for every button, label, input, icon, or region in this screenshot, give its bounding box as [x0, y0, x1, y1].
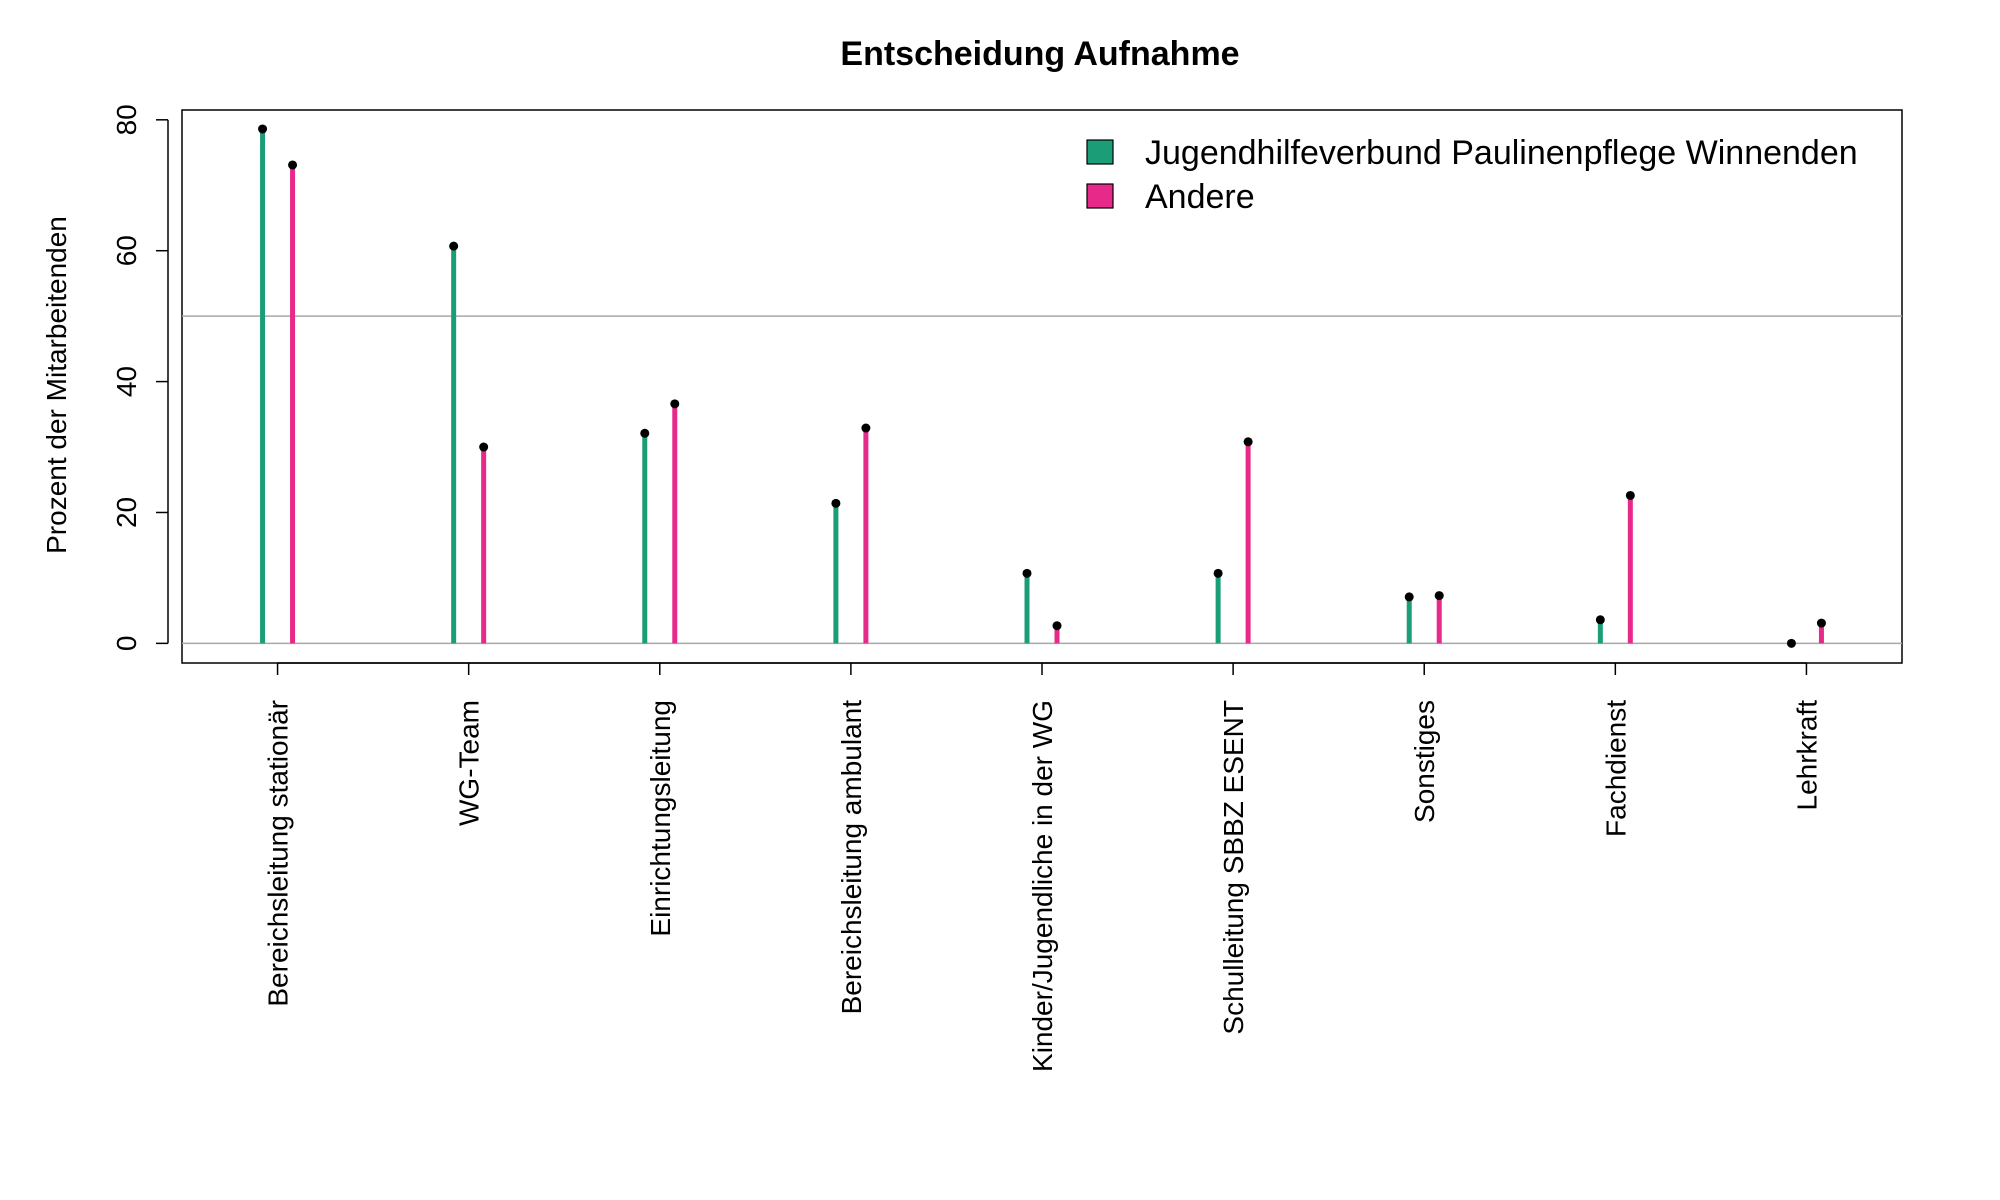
y-axis: 0 20 40 60 80 [111, 104, 169, 652]
legend-label-series-1: Jugendhilfeverbund Paulinenpflege Winnen… [1145, 134, 1858, 172]
x-tick-label: Lehrkraft [1791, 700, 1822, 811]
legend-swatch-series-2 [1086, 183, 1114, 209]
y-tick-label: 40 [111, 366, 142, 397]
point-series-2 [1625, 490, 1635, 500]
point-series-1 [1213, 568, 1223, 578]
point-series-2 [1052, 621, 1062, 631]
x-tick-label: Einrichtungsleitung [645, 700, 676, 937]
point-series-2 [288, 160, 298, 170]
chart-title: Entscheidung Aufnahme [840, 35, 1239, 73]
point-series-1 [1022, 568, 1032, 578]
reference-lines [182, 315, 1902, 645]
y-tick-label: 80 [111, 104, 142, 135]
x-tick-label: Kinder/Jugendliche in der WG [1027, 700, 1058, 1072]
point-series-1 [640, 428, 650, 438]
y-tick-label: 20 [111, 497, 142, 528]
point-series-1 [831, 498, 841, 508]
point-series-2 [670, 399, 680, 409]
legend-swatch-series-1 [1086, 139, 1114, 165]
chart-marks [258, 124, 1826, 648]
legend-label-series-2: Andere [1145, 178, 1255, 216]
x-tick-label: Bereichsleitung ambulant [836, 700, 867, 1015]
y-tick-label: 60 [111, 235, 142, 266]
point-series-2 [1434, 591, 1444, 601]
point-series-1 [258, 124, 268, 134]
point-series-1 [1595, 615, 1605, 625]
point-series-1 [449, 241, 459, 251]
x-tick-label: Schulleitung SBBZ ESENT [1218, 700, 1249, 1035]
y-axis-label: Prozent der Mitarbeitenden [41, 216, 72, 554]
point-series-2 [479, 442, 489, 452]
point-series-2 [1243, 437, 1253, 447]
x-axis: Bereichsleitung stationär WG-Team Einricht… [263, 662, 1822, 1072]
point-series-2 [1816, 618, 1826, 628]
x-tick-label: WG-Team [454, 700, 485, 826]
x-tick-label: Bereichsleitung stationär [263, 700, 294, 1007]
plot-area [181, 109, 1903, 664]
legend: Jugendhilfeverbund Paulinenpflege Winnen… [1086, 134, 1858, 216]
x-tick-label: Fachdienst [1600, 700, 1631, 837]
y-tick-label: 0 [111, 636, 142, 652]
point-series-2 [861, 423, 871, 433]
x-tick-label: Sonstiges [1409, 700, 1440, 823]
point-series-1 [1786, 638, 1796, 648]
point-series-1 [1404, 592, 1414, 602]
